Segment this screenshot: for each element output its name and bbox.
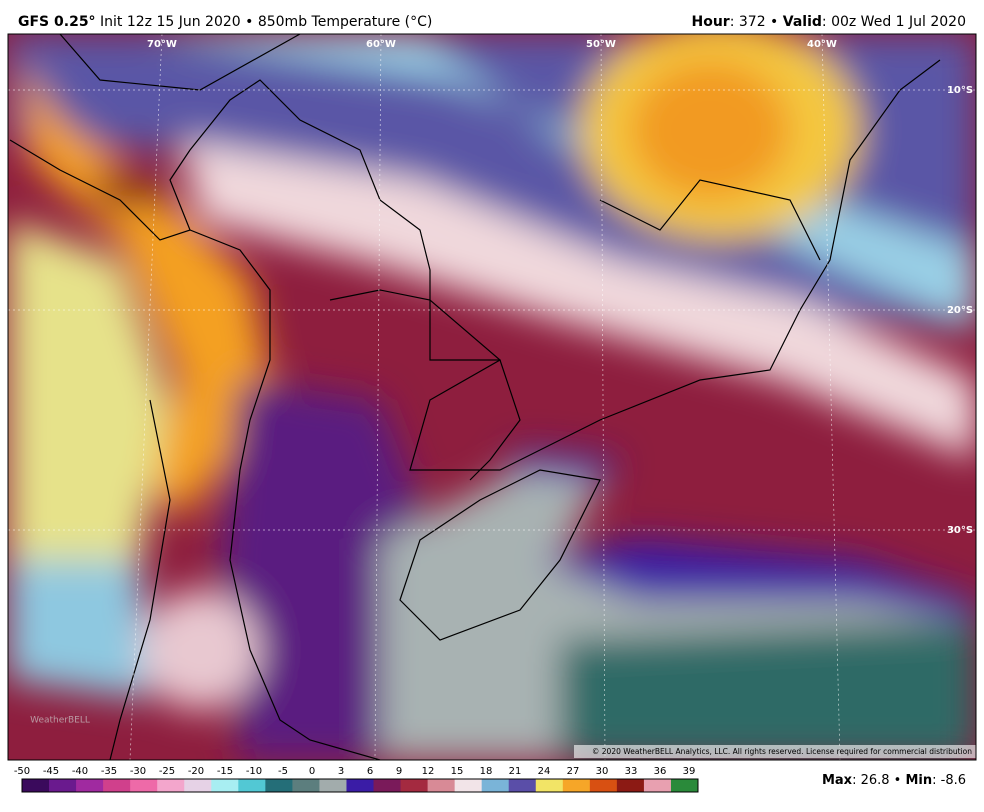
colorbar-segment — [373, 779, 402, 792]
colorbar-label: -20 — [188, 766, 204, 777]
max-value: : 26.8 • — [852, 773, 905, 788]
colorbar-label: -50 — [14, 766, 30, 777]
colorbar-segment — [157, 779, 185, 792]
colorbar-label: -40 — [72, 766, 88, 777]
map: 70°W 60°W 50°W 40°W 10°S 20°S 30°S Weath… — [8, 34, 976, 760]
lon-label: 40°W — [807, 39, 837, 50]
header-right: Hour: 372 • Valid: 00z Wed 1 Jul 2020 — [692, 14, 967, 30]
colorbar-label: -10 — [246, 766, 262, 777]
colorbar-segment — [346, 779, 375, 792]
colorbar-label: 39 — [683, 766, 696, 777]
colorbar-segment — [454, 779, 483, 792]
max-label: Max — [822, 773, 853, 788]
colorbar-segment — [508, 779, 537, 792]
colorbar-label: 24 — [538, 766, 551, 777]
colorbar-label: 6 — [367, 766, 373, 777]
model: GFS 0.25° — [18, 14, 96, 30]
colorbar-label: -5 — [278, 766, 288, 777]
colorbar-label: -35 — [101, 766, 117, 777]
colorbar-label: 27 — [567, 766, 580, 777]
map-frame — [7, 33, 977, 761]
colorbar-segment — [427, 779, 456, 792]
hour-label: Hour — [692, 14, 730, 30]
colorbar-label: -30 — [130, 766, 146, 777]
lon-label: 70°W — [147, 39, 177, 50]
colorbar-segment — [184, 779, 212, 792]
lat-label: 10°S — [947, 85, 973, 96]
colorbar-label: 33 — [625, 766, 638, 777]
colorbar-segment — [481, 779, 510, 792]
valid-label: Valid — [783, 14, 822, 30]
colorbar-segment — [130, 779, 158, 792]
colorbar-label: 9 — [396, 766, 402, 777]
colorbar: -50 -45 -40 -35 -30 -25 -20 -15 -10 -5 0 3 6 9 12 15 18 2… — [14, 766, 699, 793]
colorbar-segment — [211, 779, 239, 792]
hour-value: : 372 • — [730, 14, 783, 30]
copyright-bg — [574, 745, 976, 758]
colorbar-segment — [589, 779, 618, 792]
colorbar-segment — [292, 779, 320, 792]
copyright: © 2020 WeatherBELL Analytics, LLC. All r… — [592, 747, 972, 756]
colorbar-segment — [103, 779, 131, 792]
colorbar-label: 0 — [309, 766, 315, 777]
colorbar-label: 21 — [509, 766, 522, 777]
colorbar-segment — [49, 779, 77, 792]
colorbar-segment — [76, 779, 104, 792]
colorbar-segment — [643, 779, 672, 792]
graticule — [8, 34, 976, 760]
header-left: GFS 0.25° Init 12z 15 Jun 2020 • 850mb T… — [18, 14, 432, 30]
colorbar-segment — [562, 779, 591, 792]
stats: Max: 26.8 • Min: -8.6 — [822, 773, 966, 788]
valid-value: : 00z Wed 1 Jul 2020 — [822, 14, 966, 30]
run: Init 12z 15 Jun 2020 • 850mb Temperature… — [100, 14, 432, 30]
colorbar-label: 15 — [451, 766, 464, 777]
colorbar-label: 30 — [596, 766, 609, 777]
colorbar-segment — [535, 779, 564, 792]
colorbar-segment — [616, 779, 645, 792]
colorbar-segment — [22, 779, 50, 792]
colorbar-label: -45 — [43, 766, 59, 777]
borders — [9, 34, 941, 760]
lon-label: 60°W — [366, 39, 396, 50]
min-value: : -8.6 — [932, 773, 966, 788]
colorbar-label: 12 — [422, 766, 435, 777]
colorbar-segment — [238, 779, 266, 792]
colorbar-label: 18 — [480, 766, 493, 777]
lat-label: 20°S — [947, 305, 973, 316]
logo: WeatherBELL — [30, 716, 90, 726]
min-label: Min — [905, 773, 932, 788]
colorbar-segment — [319, 779, 347, 792]
colorbar-label: 3 — [338, 766, 344, 777]
lat-label: 30°S — [947, 525, 973, 536]
colorbar-segment — [400, 779, 429, 792]
lon-label: 50°W — [586, 39, 616, 50]
colorbar-label: -25 — [159, 766, 175, 777]
colorbar-label: -15 — [217, 766, 233, 777]
colorbar-label: 36 — [654, 766, 667, 777]
colorbar-segment — [265, 779, 293, 792]
colorbar-segment — [670, 779, 699, 792]
colorbar-frame — [21, 778, 699, 793]
